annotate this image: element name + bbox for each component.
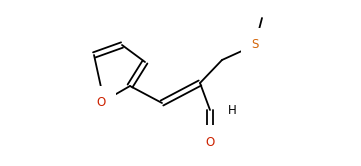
Text: S: S xyxy=(251,39,259,51)
Text: H: H xyxy=(228,103,236,117)
Text: O: O xyxy=(205,135,215,149)
Text: O: O xyxy=(96,96,106,110)
